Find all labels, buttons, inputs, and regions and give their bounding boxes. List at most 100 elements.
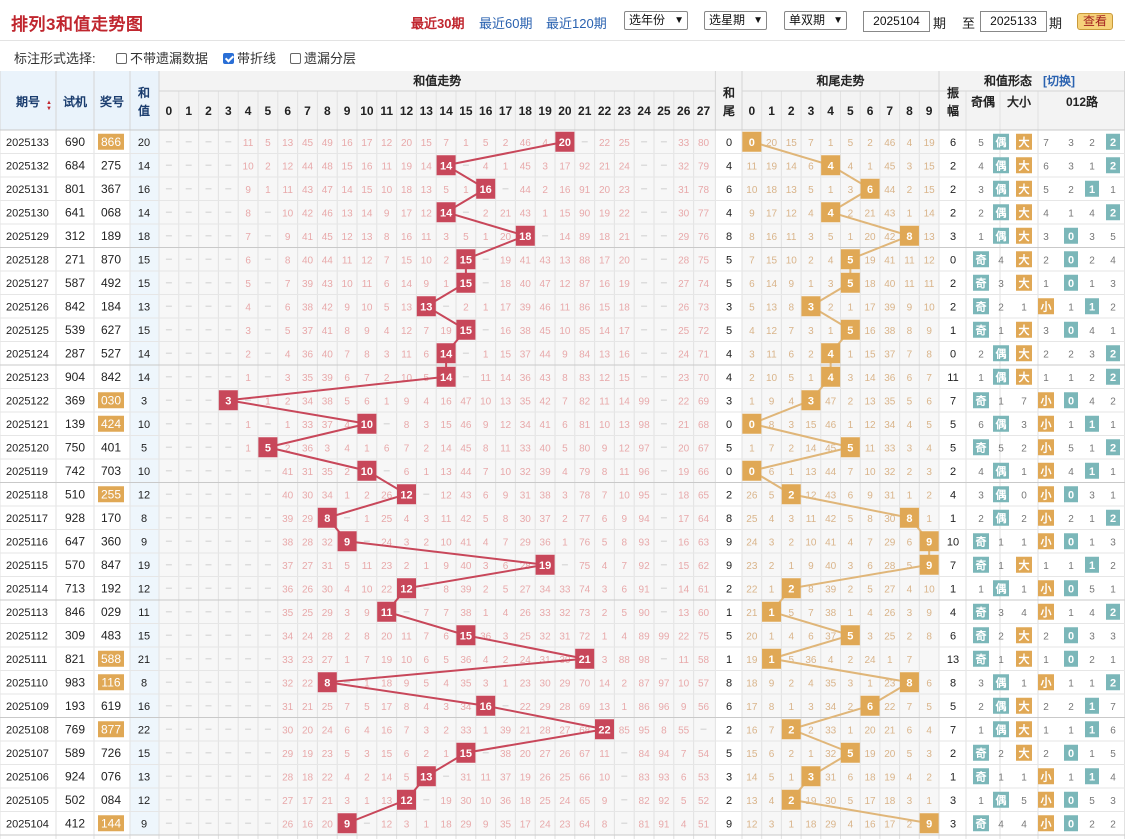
- option-no-missing[interactable]: 不带遗漏数据: [116, 48, 208, 67]
- header-tail: 和: [722, 85, 735, 100]
- tail-value-cell: 5: [726, 278, 732, 290]
- bigsmall-badge: [1016, 721, 1032, 738]
- sum-missing-value: 27: [559, 725, 571, 736]
- link-recent-60[interactable]: 最近60期: [479, 16, 533, 31]
- sum-missing-value: 11: [500, 443, 511, 454]
- option-label: 遗漏分层: [304, 51, 357, 66]
- tail-ball-label: 5: [847, 442, 853, 454]
- sum-missing-value: 4: [384, 326, 390, 337]
- bigsmall-badge: [1016, 321, 1032, 338]
- tail-missing-value: 12: [805, 490, 817, 501]
- route-badge: [1106, 439, 1120, 456]
- sum-value-cell: 12: [138, 583, 150, 595]
- sum-missing-value: 25: [678, 326, 690, 337]
- tail-missing-value: 2: [828, 302, 834, 313]
- query-button[interactable]: 查看: [1077, 13, 1113, 30]
- oddeven-missing: 2: [998, 302, 1004, 313]
- tail-missing-value: 13: [766, 302, 778, 313]
- link-recent-120[interactable]: 最近120期: [546, 16, 607, 31]
- bigsmall-value: 大: [1019, 229, 1030, 243]
- period-cell: 2025128: [6, 254, 49, 266]
- sum-missing-value: 80: [698, 138, 710, 149]
- sum-missing-value: 15: [441, 420, 453, 431]
- oddeven-badge: [993, 180, 1009, 197]
- tail-ball: [801, 390, 821, 411]
- checkbox-icon[interactable]: [116, 53, 127, 64]
- tail-missing-value: 1: [808, 373, 814, 384]
- test-number-cell: 742: [65, 464, 85, 478]
- tail-missing-value: 29: [884, 537, 896, 548]
- tail-missing-value: 1: [848, 349, 854, 360]
- tail-missing-value: 39: [884, 302, 896, 313]
- sum-missing-value: 1: [483, 302, 489, 313]
- tail-missing-value: 42: [825, 514, 837, 525]
- sum-trend-line: [228, 140, 605, 825]
- bigsmall-badge: [1038, 815, 1054, 832]
- to-period-input[interactable]: 2025133: [980, 11, 1047, 32]
- sum-missing-value: 3: [285, 373, 291, 384]
- route-missing: 7: [1110, 702, 1116, 713]
- bigsmall-badge: [1038, 298, 1054, 315]
- tail-ball-label: 1: [768, 607, 774, 619]
- sum-missing-value: 2: [424, 537, 430, 548]
- link-recent-30[interactable]: 最近30期: [411, 16, 465, 31]
- sum-missing-value: 39: [322, 373, 334, 384]
- tail-missing-value: 3: [788, 514, 794, 525]
- sum-missing-value: 92: [639, 561, 651, 572]
- from-period-input[interactable]: 2025104: [863, 11, 930, 32]
- tail-value-cell: 9: [726, 536, 732, 548]
- tail-ball: [860, 178, 880, 199]
- bigsmall-missing: 2: [1021, 443, 1027, 454]
- prize-highlight-bg: [98, 650, 124, 667]
- switch-link[interactable]: [切换]: [1043, 73, 1075, 88]
- tail-missing-value: 30: [825, 796, 837, 807]
- sum-missing-value: 9: [503, 490, 509, 501]
- year-select[interactable]: 选年份 ▼: [624, 11, 688, 30]
- bigsmall-missing: 7: [1021, 396, 1027, 407]
- option-with-line[interactable]: 带折线: [223, 48, 276, 67]
- sum-axis-label: 18: [519, 104, 533, 118]
- sum-missing-value: 2: [424, 443, 430, 454]
- bigsmall-badge: [1038, 603, 1054, 620]
- sum-missing-value: 4: [344, 772, 350, 783]
- oddeven-select[interactable]: 单双期 ▼: [784, 11, 847, 30]
- sum-ball: [377, 601, 397, 622]
- sum-missing-value: 2: [622, 678, 628, 689]
- tail-ball-label: 2: [788, 724, 794, 736]
- option-layered[interactable]: 遗漏分层: [290, 48, 356, 67]
- sum-missing-value: 15: [381, 749, 393, 760]
- checkbox-checked-icon[interactable]: [223, 53, 234, 64]
- sum-missing-value: 44: [520, 185, 532, 196]
- tail-missing-value: 20: [766, 138, 778, 149]
- oddeven-missing: 2: [978, 208, 984, 219]
- tail-missing-value: 6: [926, 396, 932, 407]
- tail-missing-value: 6: [808, 161, 814, 172]
- sum-missing-value: 69: [698, 396, 710, 407]
- route-value: 0: [1068, 325, 1074, 337]
- amplitude-cell: 0: [950, 348, 956, 360]
- tail-missing-value: 5: [867, 584, 873, 595]
- tail-missing-value: 3: [848, 373, 854, 384]
- sum-missing-value: 33: [520, 443, 532, 454]
- tail-missing-value: 38: [825, 608, 837, 619]
- sum-missing-value: 6: [443, 631, 449, 642]
- oddeven-value: 奇: [976, 276, 987, 290]
- tail-missing-value: 3: [828, 279, 834, 290]
- sum-missing-value: 2: [344, 467, 350, 478]
- sum-missing-value: 28: [678, 255, 690, 266]
- tail-missing-value: 13: [805, 467, 817, 478]
- route-missing: 1: [1068, 420, 1074, 431]
- sum-missing-value: 9: [602, 443, 608, 454]
- route-badge: [1064, 650, 1078, 667]
- sum-ball: [397, 789, 416, 810]
- route-missing: 1: [1089, 279, 1095, 290]
- sum-missing-value: 33: [559, 584, 571, 595]
- route-missing: 1: [1068, 302, 1074, 313]
- sum-missing-value: 3: [344, 796, 350, 807]
- week-select[interactable]: 选星期 ▼: [704, 11, 767, 30]
- oddeven-value: 偶: [996, 417, 1007, 431]
- sum-missing-value: 8: [285, 255, 291, 266]
- checkbox-icon[interactable]: [290, 53, 301, 64]
- sum-ball-label: 15: [460, 325, 472, 337]
- tail-missing-value: 1: [926, 514, 932, 525]
